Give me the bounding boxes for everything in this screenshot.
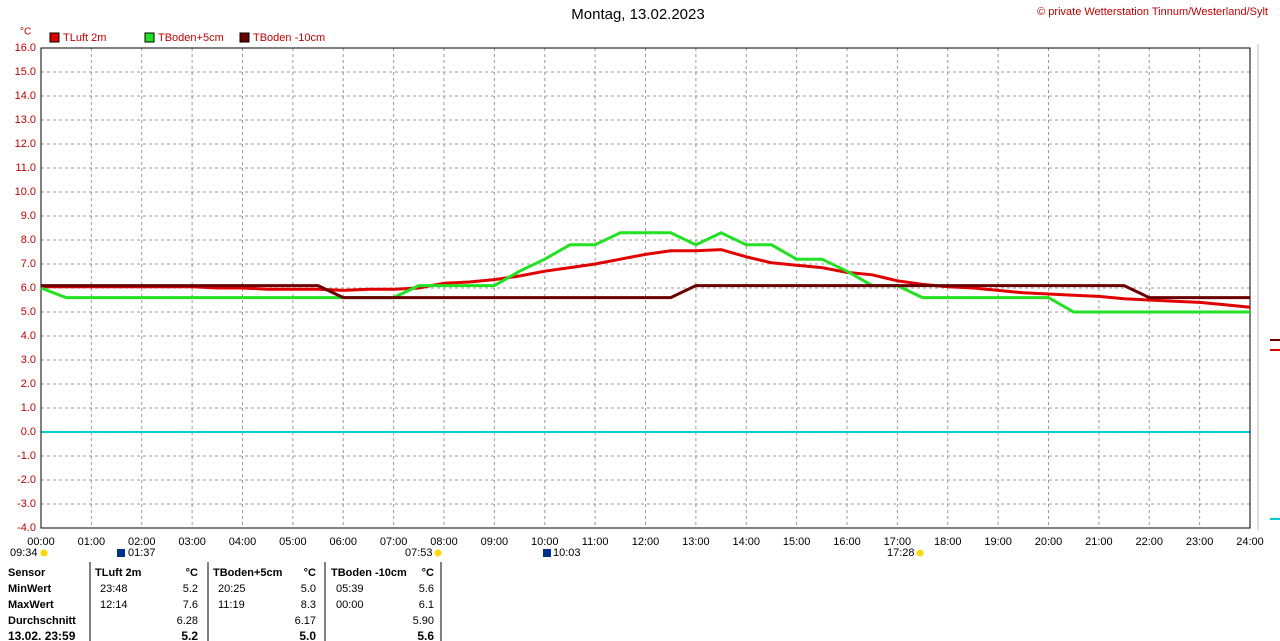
y-tick-label: 2.0 — [21, 378, 36, 390]
y-tick-label: 10.0 — [15, 186, 36, 198]
x-tick-label: 09:00 — [481, 536, 509, 548]
y-tick-label: 16.0 — [15, 42, 36, 54]
y-tick-label: 13.0 — [15, 114, 36, 126]
table-cell: 5.6 — [417, 629, 434, 641]
legend-swatch — [49, 32, 60, 43]
y-tick-label: 6.0 — [21, 282, 36, 294]
copyright: © private Wetterstation Tinnum/Westerlan… — [1037, 6, 1268, 18]
y-tick-label: 11.0 — [15, 162, 36, 174]
legend-swatch — [144, 32, 155, 43]
event-time: 10:03 — [553, 547, 581, 559]
table-cell: 23:48 — [100, 583, 128, 595]
x-tick-label: 03:00 — [178, 536, 206, 548]
series-line — [41, 248, 1251, 309]
table-lines — [89, 562, 442, 641]
x-tick-label: 07:00 — [380, 536, 408, 548]
y-tick-label: -3.0 — [17, 498, 36, 510]
table-cell: TBoden+5cm — [213, 567, 283, 579]
table-cell: °C — [422, 567, 434, 579]
x-tick-label: 04:00 — [229, 536, 257, 548]
x-tick-label: 22:00 — [1135, 536, 1163, 548]
table-cell: TLuft 2m — [95, 567, 142, 579]
x-tick-label: 15:00 — [783, 536, 811, 548]
event-time: 17:28 — [887, 547, 915, 559]
legend-label: TBoden+5cm — [158, 32, 224, 44]
x-tick-label: 24:00 — [1236, 536, 1264, 548]
table-cell: Durchschnitt — [8, 615, 76, 627]
y-tick-label: 15.0 — [15, 66, 36, 78]
table-cell: 5.2 — [183, 583, 198, 595]
table-cell: 6.28 — [177, 615, 198, 627]
y-tick-label: 14.0 — [15, 90, 36, 102]
legend-swatch — [239, 32, 250, 43]
table-cell: Sensor — [8, 567, 46, 579]
x-tick-label: 16:00 — [833, 536, 861, 548]
y-tick-label: -4.0 — [17, 522, 36, 534]
y-tick-label: 9.0 — [21, 210, 36, 222]
x-tick-label: 12:00 — [632, 536, 660, 548]
x-tick-label: 13:00 — [682, 536, 710, 548]
y-tick-label: -2.0 — [17, 474, 36, 486]
x-tick-label: 00:00 — [27, 536, 55, 548]
table-cell: 5.6 — [419, 583, 434, 595]
y-tick-label: 5.0 — [21, 306, 36, 318]
y-tick-label: 12.0 — [15, 138, 36, 150]
table-cell: MaxWert — [8, 599, 54, 611]
event-time: 09:34 — [10, 547, 38, 559]
x-tick-label: 05:00 — [279, 536, 307, 548]
table-cell: 00:00 — [336, 599, 364, 611]
x-tick-label: 02:00 — [128, 536, 156, 548]
sun-icon — [434, 549, 442, 557]
x-tick-label: 11:00 — [582, 536, 609, 548]
table-cell: °C — [186, 567, 198, 579]
table-cell: 6.17 — [295, 615, 316, 627]
table-cell: 7.6 — [183, 599, 198, 611]
table-cell: 05:39 — [336, 583, 364, 595]
series-line — [41, 284, 1250, 300]
x-tick-label: 17:00 — [884, 536, 912, 548]
table-cell: 5.0 — [301, 583, 316, 595]
y-tick-label: 8.0 — [21, 234, 36, 246]
x-tick-label: 19:00 — [984, 536, 1012, 548]
x-tick-label: 18:00 — [934, 536, 962, 548]
table-cell: 12:14 — [100, 599, 128, 611]
y-tick-label: -1.0 — [17, 450, 36, 462]
table-cell: °C — [304, 567, 316, 579]
y-tick-label: 3.0 — [21, 354, 36, 366]
legend-label: TBoden -10cm — [253, 32, 325, 44]
table-cell: 20:25 — [218, 583, 246, 595]
table-cell: MinWert — [8, 583, 52, 595]
event-time: 01:37 — [128, 547, 156, 559]
y-tick-label: 0.0 — [21, 426, 36, 438]
y-tick-label: 7.0 — [21, 258, 36, 270]
x-tick-label: 10:00 — [531, 536, 559, 548]
series-line — [40, 231, 1250, 314]
moon-icon — [117, 549, 125, 557]
moon-icon — [543, 549, 551, 557]
y-unit: °C — [20, 27, 31, 38]
table-cell: 5.90 — [413, 615, 434, 627]
y-tick-label: 4.0 — [21, 330, 36, 342]
x-tick-label: 23:00 — [1186, 536, 1214, 548]
table-cell: 8.3 — [301, 599, 316, 611]
x-tick-label: 01:00 — [78, 536, 106, 548]
event-time: 07:53 — [405, 547, 433, 559]
sun-icon — [916, 549, 924, 557]
table-cell: 6.1 — [419, 599, 434, 611]
table-cell: TBoden -10cm — [331, 567, 407, 579]
sun-icon — [40, 549, 48, 557]
y-tick-label: 1.0 — [21, 402, 36, 414]
table-cell: 5.0 — [299, 629, 316, 641]
x-tick-label: 14:00 — [732, 536, 760, 548]
x-tick-label: 06:00 — [329, 536, 357, 548]
x-tick-label: 08:00 — [430, 536, 458, 548]
x-tick-label: 20:00 — [1035, 536, 1063, 548]
table-cell: 5.2 — [181, 629, 198, 641]
table-cell: 11:19 — [218, 599, 245, 611]
legend-label: TLuft 2m — [63, 32, 106, 44]
table-cell: 13.02. 23:59 — [8, 629, 76, 641]
x-tick-label: 21:00 — [1085, 536, 1113, 548]
chart-title: Montag, 13.02.2023 — [571, 6, 704, 23]
